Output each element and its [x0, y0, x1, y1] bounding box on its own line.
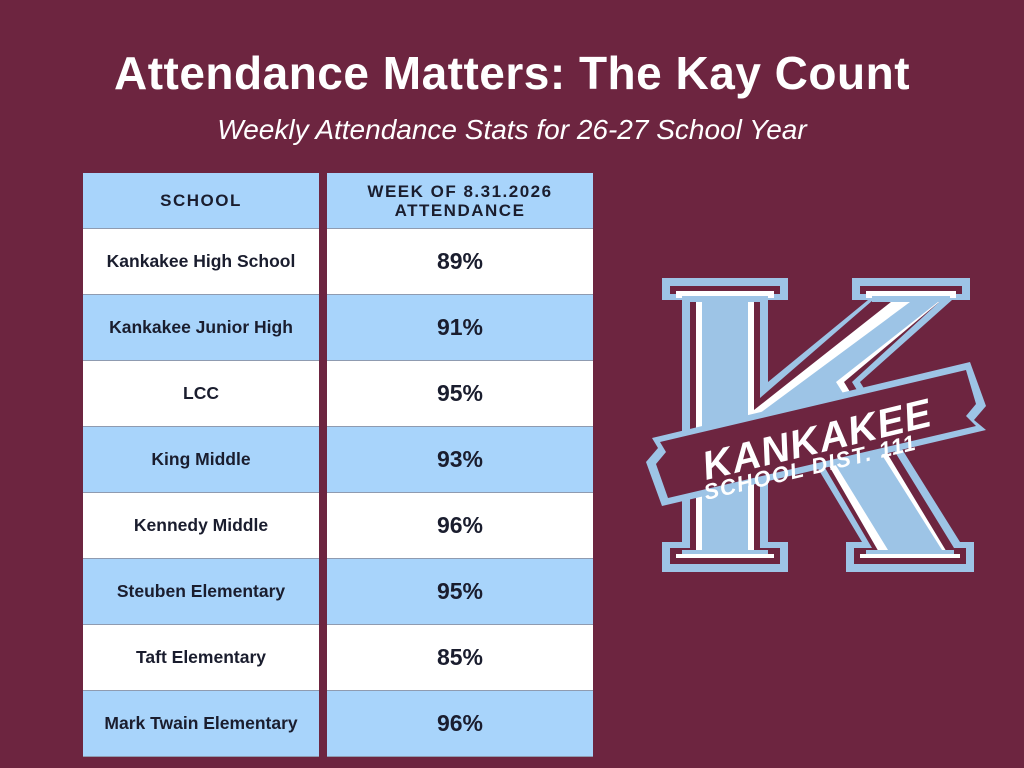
table-row-attendance: 95% [327, 361, 593, 427]
attendance-column: WEEK OF 8.31.2026 ATTENDANCE 89% 91% 95%… [327, 173, 593, 757]
table-row-attendance: 89% [327, 229, 593, 295]
table-row-school: Taft Elementary [83, 625, 319, 691]
banner [656, 370, 976, 498]
table-row-school: Steuben Elementary [83, 559, 319, 625]
table-row-school: Mark Twain Elementary [83, 691, 319, 757]
page-subtitle: Weekly Attendance Stats for 26-27 School… [217, 114, 807, 145]
school-column: SCHOOL Kankakee High School Kankakee Jun… [83, 173, 319, 757]
table-row-attendance: 93% [327, 427, 593, 493]
page-title: Attendance Matters: The Kay Count [113, 47, 911, 99]
table-row-school: Kennedy Middle [83, 493, 319, 559]
kankakee-logo: KANKAKEE SCHOOL DIST. 111 [646, 278, 986, 572]
table-row-school: King Middle [83, 427, 319, 493]
table-row-attendance: 85% [327, 625, 593, 691]
table-row-attendance: 96% [327, 493, 593, 559]
table-row-school: Kankakee Junior High [83, 295, 319, 361]
table-row-school: Kankakee High School [83, 229, 319, 295]
table-row-school: LCC [83, 361, 319, 427]
table-row-attendance: 96% [327, 691, 593, 757]
school-column-header: SCHOOL [83, 173, 319, 229]
table-row-attendance: 95% [327, 559, 593, 625]
attendance-column-header: WEEK OF 8.31.2026 ATTENDANCE [327, 173, 593, 229]
table-row-attendance: 91% [327, 295, 593, 361]
